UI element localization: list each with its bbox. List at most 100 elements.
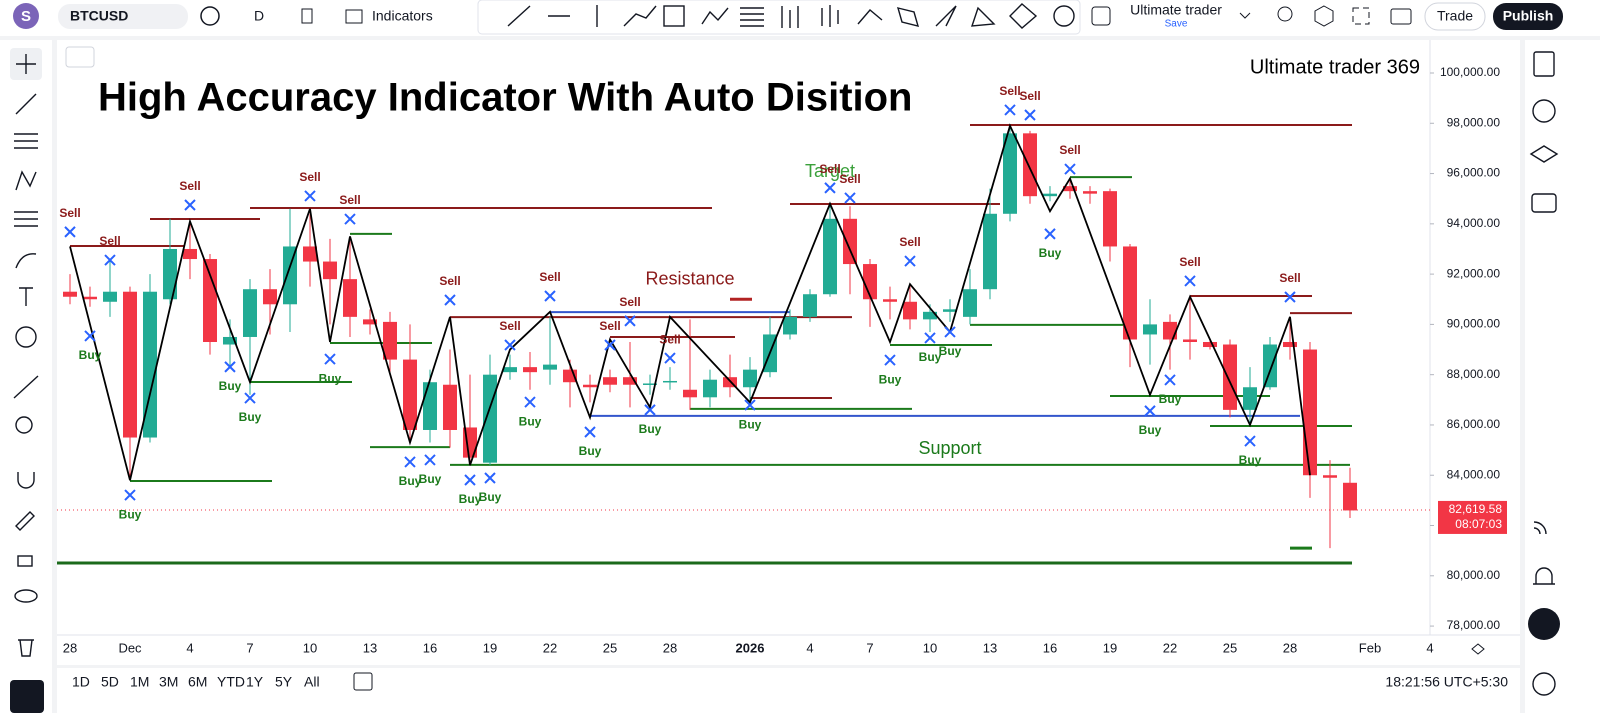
candle-body [443,384,457,430]
candle-body [1343,482,1357,511]
trade-label: Trade [1437,8,1473,24]
watchlist-button[interactable] [1533,51,1555,77]
trade-button[interactable] [1424,2,1486,31]
date-range-button[interactable] [353,672,373,691]
signal-marker [104,254,116,266]
forecast-tool[interactable] [14,211,38,227]
diamond-tool[interactable] [1009,3,1038,29]
chat-button[interactable] [1531,193,1557,213]
candle-body [1023,133,1037,197]
indicators-button[interactable]: Indicators [372,8,433,24]
rectangle-tool[interactable] [663,5,685,27]
notifications-button[interactable] [1533,567,1555,585]
signal-marker [884,354,896,366]
compare-button[interactable] [200,6,220,26]
signal-label: Buy [919,350,942,364]
ruler-tool[interactable] [13,375,39,399]
crosshair-tool[interactable] [16,54,36,74]
zoom-tool[interactable] [15,416,33,434]
left-toolbar [0,40,52,713]
line-tool[interactable] [15,93,37,115]
interval[interactable]: D [254,8,264,24]
signal-label: Buy [739,417,762,431]
signal-marker [484,472,496,484]
symbol-search[interactable] [58,4,188,29]
pattern-tool[interactable] [857,9,883,25]
pattern-tools[interactable] [15,170,37,191]
signal-label: Sell [1179,255,1200,269]
fib-tool[interactable] [740,7,764,27]
signal-marker [464,474,476,486]
settings-button[interactable] [1314,5,1334,27]
signal-label: Buy [1039,246,1062,260]
timeframe-button[interactable]: 1M [130,674,149,690]
emoji-tool[interactable] [15,326,37,348]
visibility-tool[interactable] [14,589,38,603]
lock-tool[interactable] [17,555,33,567]
candle-body [603,377,617,385]
help-button[interactable] [1532,672,1556,696]
alerts-button[interactable] [1532,99,1556,123]
x-tick-label: 19 [483,640,497,655]
candle-body [1203,341,1217,348]
channel-tool[interactable] [14,133,38,149]
signal-marker [624,315,636,327]
path-tool[interactable] [623,5,657,27]
candle-body [403,359,417,430]
signal-label: Sell [999,84,1020,98]
candle-body [123,291,137,438]
signal-label: Buy [1239,453,1262,467]
trend-line-tool[interactable] [507,5,531,27]
apps-button[interactable] [1528,608,1560,640]
polygon-tool[interactable] [896,7,920,27]
timeframe-button[interactable]: 5Y [275,674,293,690]
text-tool[interactable] [19,287,33,306]
layout-checkbox[interactable] [1091,6,1111,26]
layout-menu[interactable] [1239,12,1251,19]
avatar[interactable] [13,3,39,29]
indicators-icon [345,9,363,24]
timeframe-button[interactable]: 6M [188,674,207,690]
volume-profile-tool[interactable] [781,6,799,28]
y-tick-label: 78,000.00 [1447,618,1501,632]
candle-body [863,264,877,300]
brush-tool[interactable] [15,253,37,269]
circle-tool[interactable] [1053,5,1075,27]
layout-name[interactable]: Ultimate trader [1130,2,1222,18]
candle-body [163,248,177,300]
timeframe-button[interactable]: YTD [217,674,245,690]
favorites-button[interactable] [10,680,44,713]
triangle-tool[interactable] [970,6,996,27]
candle-body [283,246,297,305]
lock-drawing-tool[interactable] [15,511,35,531]
chart-type-button[interactable] [301,8,313,24]
search-button[interactable] [1277,6,1293,22]
polyline-tool[interactable] [701,7,729,25]
bars-tool[interactable] [821,5,839,27]
x-tick-label: 25 [1223,640,1237,655]
timeframe-button[interactable]: 3M [159,674,178,690]
time-settings[interactable] [1471,643,1485,655]
snapshot-button[interactable] [1390,8,1412,25]
y-tick-label: 90,000.00 [1447,317,1501,331]
delete-tool[interactable] [18,639,34,657]
candle-body [803,294,817,317]
candle-body [1103,191,1117,247]
angle-tool[interactable] [935,5,957,27]
stream-button[interactable] [1533,521,1547,535]
candle-body [343,279,357,317]
candle-body [183,248,197,260]
timeframe-button[interactable]: 1D [72,674,90,690]
fullscreen-button[interactable] [1352,7,1370,25]
x-tick-label: 22 [543,640,557,655]
candle-body [1263,344,1277,388]
publish-button[interactable] [1493,3,1563,30]
collapse-button[interactable] [65,46,95,68]
magnet-tool[interactable] [17,472,35,489]
layers-button[interactable] [1529,145,1559,163]
signal-marker [184,199,196,211]
timeframe-button[interactable]: All [304,674,320,690]
timeframe-button[interactable]: 5D [101,674,119,690]
timeframe-button[interactable]: 1Y [246,674,264,690]
signal-label: Sell [1059,143,1080,157]
